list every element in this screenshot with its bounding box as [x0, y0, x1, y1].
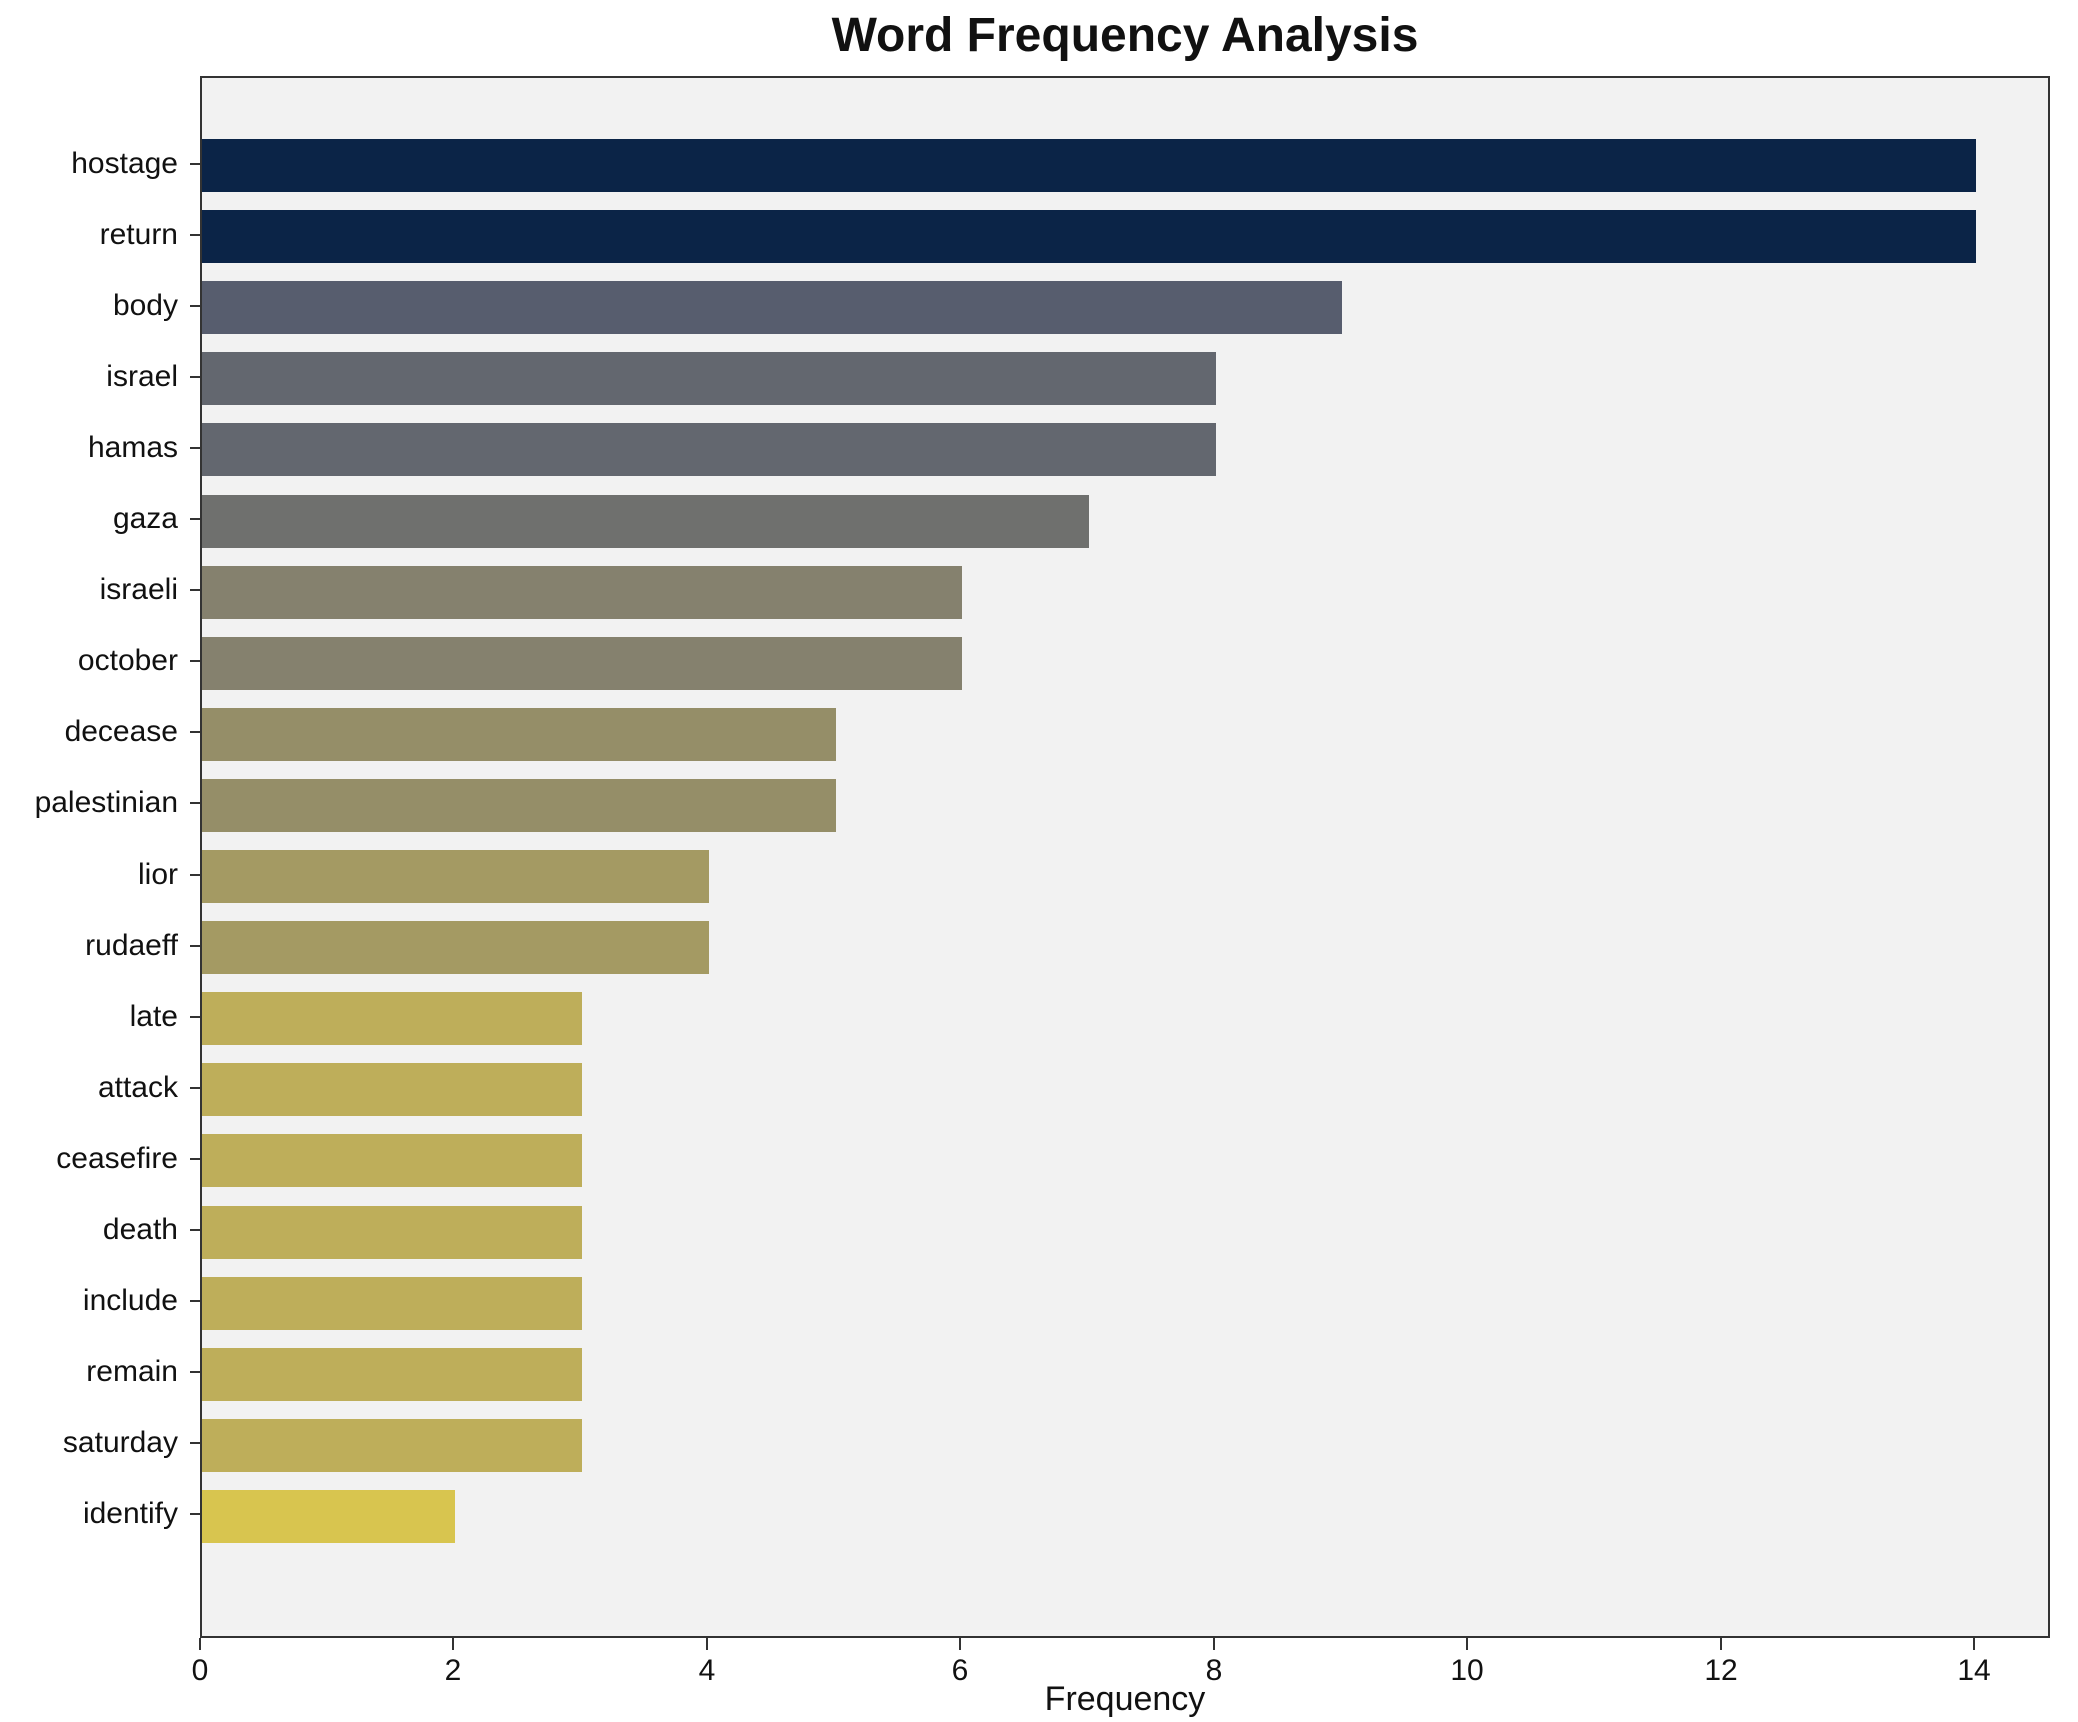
y-tick-label: hostage	[71, 147, 178, 180]
y-tick-mark	[190, 447, 200, 449]
bar	[202, 210, 1976, 263]
y-tick-mark	[190, 1513, 200, 1515]
bar	[202, 1134, 582, 1187]
bar	[202, 566, 962, 619]
y-tick-label: ceasefire	[56, 1142, 178, 1175]
x-tick-label: 14	[1957, 1654, 1991, 1687]
y-tick-label: decease	[64, 715, 178, 748]
x-tick-mark	[1213, 1638, 1215, 1650]
x-tick-label: 10	[1450, 1654, 1484, 1687]
bar	[202, 1490, 455, 1543]
bar	[202, 1063, 582, 1116]
bar	[202, 779, 836, 832]
bar	[202, 423, 1216, 476]
y-tick-mark	[190, 305, 200, 307]
y-tick-mark	[190, 1442, 200, 1444]
y-tick-label: remain	[86, 1355, 178, 1388]
bar	[202, 1419, 582, 1472]
y-tick-label: body	[112, 289, 178, 322]
bar	[202, 1348, 582, 1401]
x-tick-mark	[959, 1638, 961, 1650]
y-tick-label: return	[99, 218, 178, 251]
y-tick-mark	[190, 945, 200, 947]
x-tick-label: 12	[1704, 1654, 1738, 1687]
bar	[202, 708, 836, 761]
x-tick-mark	[1973, 1638, 1975, 1650]
bar	[202, 921, 709, 974]
y-tick-label: late	[129, 1000, 178, 1033]
bar	[202, 352, 1216, 405]
y-tick-mark	[190, 1371, 200, 1373]
x-tick-mark	[199, 1638, 201, 1650]
y-tick-mark	[190, 660, 200, 662]
bar	[202, 1206, 582, 1259]
y-tick-label: israeli	[99, 573, 178, 606]
bar	[202, 637, 962, 690]
bar	[202, 495, 1089, 548]
y-tick-label: gaza	[112, 502, 178, 535]
y-tick-mark	[190, 376, 200, 378]
y-tick-mark	[190, 731, 200, 733]
y-tick-label: lior	[137, 858, 178, 891]
bar	[202, 850, 709, 903]
x-tick-mark	[452, 1638, 454, 1650]
y-tick-mark	[190, 874, 200, 876]
y-tick-mark	[190, 518, 200, 520]
y-tick-label: palestinian	[34, 786, 178, 819]
y-tick-label: israel	[106, 360, 178, 393]
chart-title: Word Frequency Analysis	[831, 9, 1419, 62]
x-tick-mark	[706, 1638, 708, 1650]
y-tick-label: october	[77, 644, 178, 677]
y-tick-label: hamas	[87, 431, 178, 464]
y-tick-mark	[190, 589, 200, 591]
x-tick-label: 6	[951, 1654, 969, 1687]
x-tick-label: 2	[444, 1654, 462, 1687]
plot-area	[200, 76, 2050, 1638]
y-tick-mark	[190, 802, 200, 804]
y-tick-mark	[190, 1158, 200, 1160]
y-tick-mark	[190, 1087, 200, 1089]
y-tick-mark	[190, 1016, 200, 1018]
y-tick-label: include	[82, 1284, 178, 1317]
bar	[202, 139, 1976, 192]
y-tick-label: saturday	[62, 1426, 178, 1459]
y-tick-label: death	[102, 1213, 178, 1246]
y-tick-label: attack	[97, 1071, 178, 1104]
y-tick-mark	[190, 1300, 200, 1302]
bar	[202, 992, 582, 1045]
bar	[202, 1277, 582, 1330]
bar	[202, 281, 1342, 334]
y-tick-mark	[190, 163, 200, 165]
x-tick-label: 4	[698, 1654, 716, 1687]
x-tick-mark	[1720, 1638, 1722, 1650]
y-tick-mark	[190, 234, 200, 236]
x-tick-label: 8	[1205, 1654, 1223, 1687]
x-tick-mark	[1466, 1638, 1468, 1650]
y-tick-mark	[190, 1229, 200, 1231]
x-axis-title: Frequency	[1044, 1680, 1206, 1718]
y-tick-label: rudaeff	[85, 929, 178, 962]
x-tick-label: 0	[191, 1654, 209, 1687]
y-tick-label: identify	[82, 1497, 178, 1530]
